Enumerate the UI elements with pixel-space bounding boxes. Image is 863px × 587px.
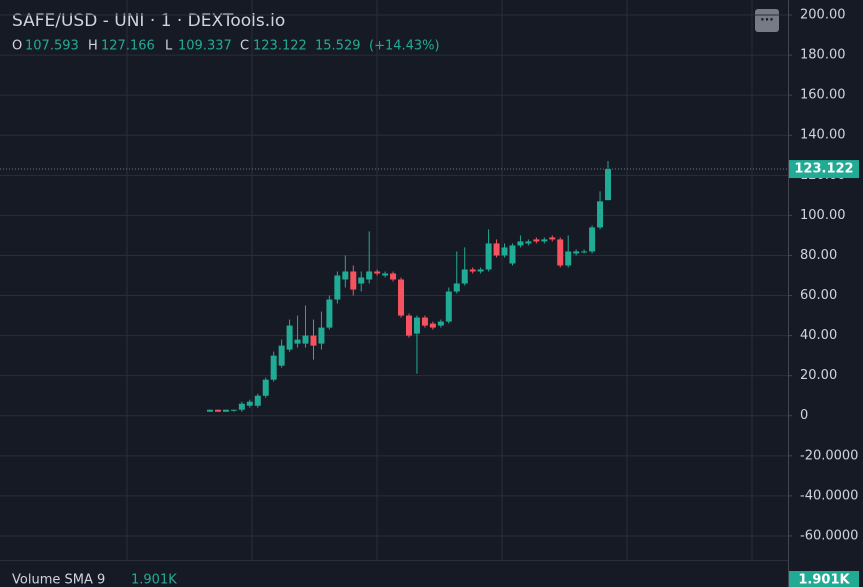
candle-body (445, 291, 452, 322)
y-tick-label: 80.00 (800, 248, 837, 263)
candle-body (406, 315, 412, 336)
candle-body (270, 355, 277, 380)
candle-body (246, 401, 253, 406)
candle-body (326, 299, 333, 328)
last-price-tag (789, 160, 859, 179)
change-value: 15.529 (315, 39, 361, 54)
candle-body (238, 403, 245, 410)
candle-body (573, 251, 580, 254)
candle-body (589, 227, 596, 252)
candle-body (525, 241, 532, 244)
candle-body (477, 269, 484, 272)
candle-body (398, 279, 405, 316)
candle-body (581, 251, 588, 253)
change-percent: (+14.43%) (369, 39, 440, 54)
candle-body (493, 243, 500, 256)
candle-body (374, 271, 381, 274)
candle-body (461, 269, 468, 284)
ohlc-prefix: C (240, 39, 249, 54)
vertical-grid (126, 0, 753, 560)
y-tick-label: 20.00 (800, 368, 837, 383)
candle-body (565, 251, 572, 266)
y-tick-label: 200.00 (800, 8, 846, 23)
volume-value: 1.901K (131, 573, 177, 587)
y-tick-label: 140.00 (800, 128, 846, 143)
y-tick-label: 60.00 (800, 288, 837, 303)
ohlc-prefix: H (88, 39, 98, 54)
y-tick-label: 40.00 (800, 328, 837, 343)
y-tick-label: 100.00 (800, 208, 846, 223)
candle-body (350, 271, 357, 290)
candle-body (413, 317, 420, 334)
candle-body (421, 317, 428, 326)
candle-body (557, 239, 564, 266)
candle-body (358, 277, 365, 284)
candle-body (286, 325, 293, 350)
candle-body (278, 345, 285, 366)
candle-body (262, 379, 269, 396)
candle-body (501, 247, 508, 256)
candle-body (597, 201, 604, 228)
ohlc-prefix: O (12, 39, 22, 54)
ohlc-value: 123.122 (253, 39, 307, 54)
ohlc-value: 107.593 (25, 39, 79, 54)
y-tick-label: 0 (800, 408, 808, 423)
candle-body (254, 395, 261, 406)
volume-tag (789, 571, 859, 587)
volume-label: Volume SMA 9 (12, 573, 105, 587)
candle-body (549, 237, 556, 240)
candle-body (605, 169, 611, 201)
volume-tag-label: 1.901K (798, 573, 850, 587)
y-tick-label: -40.0000 (800, 488, 858, 503)
candle-body (230, 409, 237, 411)
candle-body (453, 283, 460, 292)
y-tick-label: 160.00 (800, 88, 846, 103)
candle-body (214, 409, 221, 412)
menu-dots: ··· (760, 13, 774, 27)
ohlc-legend: O 107.593 H 127.166 L 109.337 C 123.122 15.529 (+… (12, 39, 440, 54)
last-price-label: 123.122 (794, 162, 853, 177)
candle-body (222, 409, 229, 412)
candle-body (318, 327, 325, 344)
y-tick-label: 180.00 (800, 48, 846, 63)
candle-body (294, 339, 301, 344)
candle-body (334, 275, 341, 300)
y-tick-label: -20.0000 (800, 448, 858, 463)
candle-body (533, 239, 540, 242)
candle-body (469, 269, 476, 272)
candle-body (517, 241, 524, 246)
candle-body (310, 335, 317, 346)
candle-body (429, 323, 436, 328)
candle-body (207, 409, 213, 412)
candle-body (485, 243, 492, 270)
candle-body (437, 321, 444, 326)
candle-body (366, 271, 373, 280)
chart-title: SAFE/USD - UNI · 1 · DEXTools.io (12, 11, 285, 31)
candle-body (382, 273, 389, 276)
ohlc-value: 109.337 (178, 39, 232, 54)
candle-body (390, 273, 397, 280)
y-tick-label: -60.0000 (800, 528, 858, 543)
candle-body (302, 335, 309, 344)
candle-body (541, 239, 548, 242)
ohlc-prefix: L (165, 39, 173, 54)
candle-body (342, 271, 349, 280)
candle-body (509, 245, 516, 264)
ohlc-value: 127.166 (101, 39, 155, 54)
